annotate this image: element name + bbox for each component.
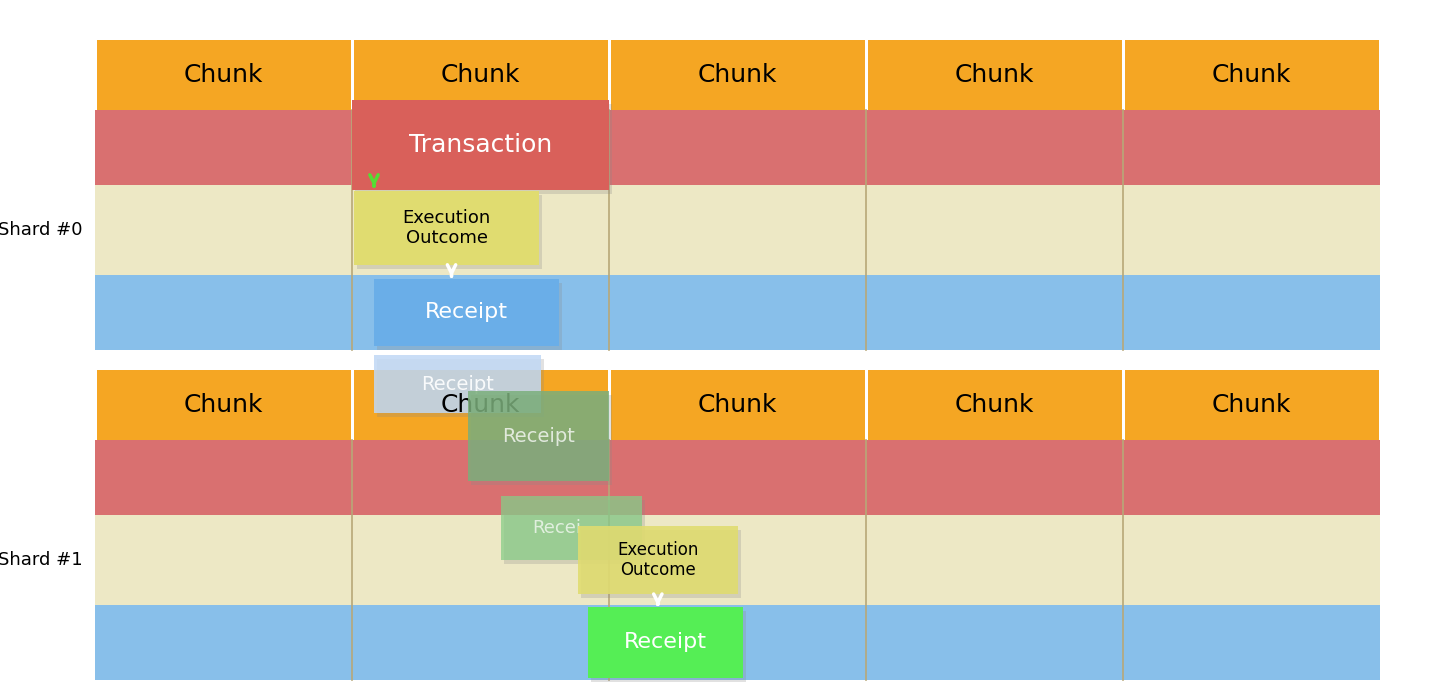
Bar [96,605,1379,680]
Bar [610,40,865,110]
Text: Chunk: Chunk [1211,393,1291,417]
Bar [354,191,539,265]
Text: Receipt: Receipt [501,426,575,446]
Bar [868,370,1122,440]
Bar [581,531,740,598]
Text: Receipt: Receipt [625,633,707,652]
Bar [97,40,351,110]
Text: Chunk: Chunk [440,393,520,417]
Bar [591,611,746,682]
Text: Receipt: Receipt [425,302,509,323]
Bar [352,100,609,190]
Text: Chunk: Chunk [184,393,264,417]
Bar [1124,370,1378,440]
Bar [377,283,562,350]
Text: Shard #0: Shard #0 [0,221,83,239]
Bar [377,359,543,417]
Bar [96,440,1379,515]
Bar [374,355,540,413]
Text: Chunk: Chunk [440,63,520,87]
Bar [96,275,1379,350]
Bar [468,391,609,482]
Text: Chunk: Chunk [698,393,777,417]
Text: Chunk: Chunk [184,63,264,87]
Text: Execution
Outcome: Execution Outcome [617,540,698,580]
Text: Shard #1: Shard #1 [0,551,83,569]
Text: Chunk: Chunk [955,63,1035,87]
Bar [96,515,1379,605]
Bar [588,607,743,678]
Text: Chunk: Chunk [1211,63,1291,87]
Text: Chunk: Chunk [955,393,1035,417]
Bar [96,110,1379,185]
Bar [354,370,607,440]
Text: Recei: Recei [532,519,581,537]
Bar [1124,40,1378,110]
Bar [355,104,611,194]
Bar [354,40,607,110]
Text: Chunk: Chunk [698,63,777,87]
Text: Receipt: Receipt [422,374,494,393]
Text: Execution
Outcome: Execution Outcome [403,209,491,247]
Bar [374,279,559,346]
Bar [471,395,611,485]
Bar [97,370,351,440]
Bar [356,195,542,269]
Bar [96,185,1379,275]
Bar [610,370,865,440]
Text: Transaction: Transaction [409,133,552,157]
Bar [504,500,645,564]
Bar [578,526,738,594]
Bar [501,496,642,560]
Bar [868,40,1122,110]
